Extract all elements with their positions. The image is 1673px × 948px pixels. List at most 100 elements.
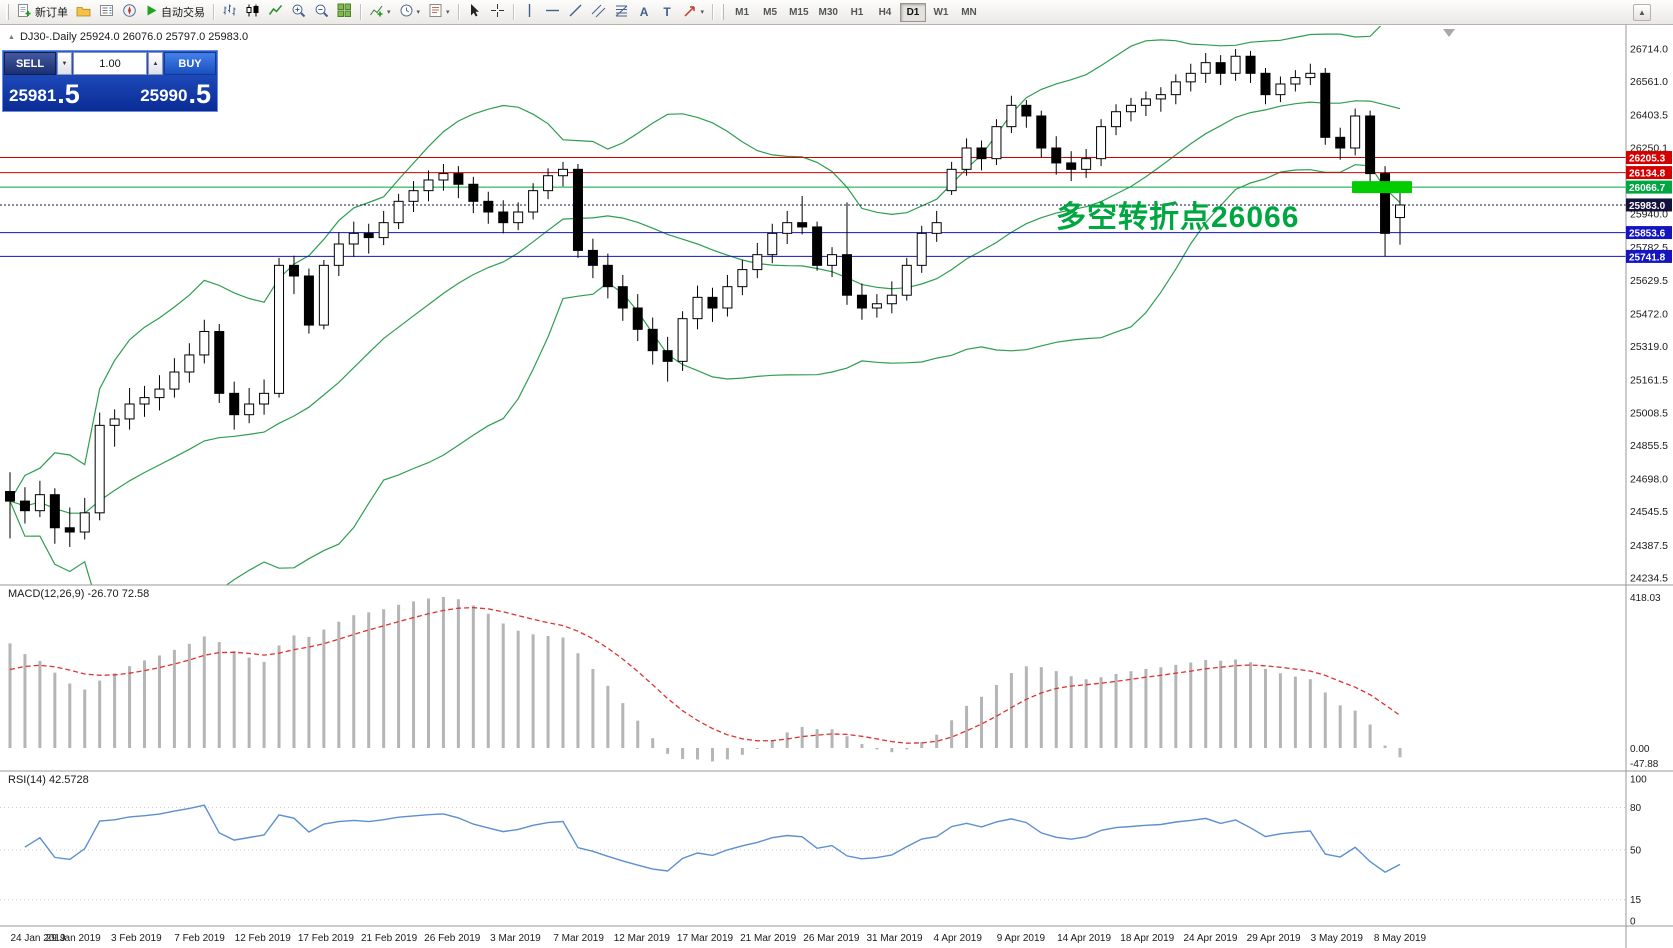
candle-chart-button[interactable] <box>241 2 264 23</box>
one-click-trading-panel: SELL ▼ 1.00 ▲ BUY 25981 .5 25990 .5 <box>2 50 218 112</box>
zoom-in-icon <box>291 3 306 21</box>
svg-text:24698.0: 24698.0 <box>1630 474 1668 486</box>
macd-panel: 418.03 0.00 -47.88 <box>8 593 1661 770</box>
date-axis-label: 21 Mar 2019 <box>740 933 797 944</box>
price-level-tag <box>1626 249 1672 263</box>
svg-text:0.00: 0.00 <box>1630 744 1650 755</box>
rsi-indicator-label: RSI(14) 42.5728 <box>8 774 89 786</box>
line-chart-button[interactable] <box>264 2 287 23</box>
text-tool-icon: A <box>639 5 649 19</box>
timeframe-h1-button[interactable]: H1 <box>844 3 870 22</box>
svg-text:25161.5: 25161.5 <box>1630 375 1668 387</box>
buy-button[interactable]: BUY <box>164 52 216 75</box>
periods-button[interactable]: ▾ <box>395 2 425 23</box>
timeframe-h4-button[interactable]: H4 <box>872 3 898 22</box>
autotrading-play-icon <box>145 4 158 20</box>
svg-text:26134.8: 26134.8 <box>1629 169 1666 180</box>
chevron-down-icon: ▾ <box>416 9 421 16</box>
templates-button[interactable]: ▾ <box>424 2 454 23</box>
price-level-tag <box>1626 198 1672 212</box>
toolbar-grip[interactable] <box>6 4 9 20</box>
rsi-line <box>24 804 1401 874</box>
date-axis-label: 14 Apr 2019 <box>1057 933 1111 944</box>
tile-windows-icon <box>337 3 352 21</box>
chevron-down-icon: ▾ <box>446 9 450 16</box>
macd-indicator-label: MACD(12,26,9) -26.70 72.58 <box>8 588 150 600</box>
sell-price-main: 25981 <box>9 86 57 106</box>
date-axis-label: 26 Mar 2019 <box>803 933 860 944</box>
price-axis[interactable]: 26714.026561.026403.526250.125940.025782… <box>1626 44 1672 585</box>
date-axis-label: 9 Apr 2019 <box>997 933 1046 944</box>
one-click-price-row: 25981 .5 25990 .5 <box>4 75 216 110</box>
svg-text:26066.7: 26066.7 <box>1629 183 1666 194</box>
bar-chart-button[interactable] <box>218 2 241 23</box>
channel-button[interactable] <box>587 2 610 23</box>
svg-text:50: 50 <box>1630 846 1642 857</box>
volume-input[interactable]: 1.00 <box>73 52 147 75</box>
zoom-out-button[interactable] <box>310 2 333 23</box>
svg-text:0: 0 <box>1630 917 1636 928</box>
timeframe-m30-button[interactable]: M30 <box>815 3 842 22</box>
cursor-arrow-icon <box>467 3 482 21</box>
panel-separators[interactable] <box>0 25 1673 948</box>
svg-text:26561.0: 26561.0 <box>1630 76 1668 88</box>
timeframe-w1-button[interactable]: W1 <box>928 3 954 22</box>
date-axis-label: 3 May 2019 <box>1311 933 1364 944</box>
trendline-button[interactable] <box>564 2 587 23</box>
crosshair-icon <box>490 3 505 21</box>
text-tool-button[interactable]: A <box>633 2 656 23</box>
svg-text:25853.6: 25853.6 <box>1629 229 1666 240</box>
chevron-down-icon: ▾ <box>700 9 705 16</box>
toolbar-scroll-button[interactable]: ▲ <box>1633 4 1651 21</box>
new-order-label: 新订单 <box>35 7 68 19</box>
new-order-button[interactable]: 新订单 <box>13 2 72 23</box>
zoom-in-button[interactable] <box>287 2 310 23</box>
vertical-line-icon <box>522 3 537 21</box>
indicators-button[interactable]: ▾ <box>365 2 395 23</box>
date-axis-label: 17 Mar 2019 <box>677 933 734 944</box>
volume-decrement-button[interactable]: ▼ <box>57 52 72 75</box>
indicators-icon <box>369 3 384 21</box>
cursor-button[interactable] <box>463 2 486 23</box>
date-axis-label: 24 Apr 2019 <box>1183 933 1237 944</box>
timeframe-m5-button[interactable]: M5 <box>757 3 783 22</box>
timeframe-m15-button[interactable]: M15 <box>785 3 812 22</box>
svg-text:26714.0: 26714.0 <box>1630 44 1668 56</box>
label-tool-button[interactable]: T <box>656 2 679 23</box>
navigator-button[interactable] <box>118 2 141 23</box>
shapes-button[interactable]: ▾ <box>679 2 709 23</box>
svg-text:24387.5: 24387.5 <box>1630 540 1668 552</box>
crosshair-button[interactable] <box>486 2 509 23</box>
horizontal-line-icon <box>545 3 560 21</box>
svg-text:24234.5: 24234.5 <box>1630 573 1668 585</box>
timeframe-m1-button[interactable]: M1 <box>729 3 755 22</box>
buy-price-fraction: .5 <box>188 79 211 109</box>
svg-text:25983.0: 25983.0 <box>1629 201 1666 212</box>
svg-text:15: 15 <box>1630 895 1642 906</box>
price-level-tag <box>1626 180 1672 194</box>
timeframe-d1-button[interactable]: D1 <box>899 2 926 22</box>
timeframe-mn-button[interactable]: MN <box>956 3 982 22</box>
new-order-icon <box>17 3 32 21</box>
chart-profiles-button[interactable] <box>72 2 95 23</box>
tile-windows-button[interactable] <box>333 2 356 23</box>
svg-text:25008.5: 25008.5 <box>1630 407 1668 419</box>
rsi-panel: 100 80 50 15 0 <box>0 775 1647 928</box>
autotrading-button[interactable]: 自动交易 <box>141 2 209 23</box>
horizontal-line-button[interactable] <box>541 2 564 23</box>
price-level-tag <box>1626 166 1672 180</box>
chart-shift-marker-icon[interactable] <box>1443 29 1455 37</box>
vertical-line-button[interactable] <box>518 2 541 23</box>
toolbar-grip[interactable] <box>721 4 725 20</box>
macd-signal-line <box>9 606 1401 744</box>
date-axis-label: 29 Jan 2019 <box>46 933 101 944</box>
volume-increment-button[interactable]: ▲ <box>148 52 163 75</box>
market-watch-button[interactable] <box>95 2 118 23</box>
fibonacci-button[interactable] <box>610 2 633 23</box>
sell-button[interactable]: SELL <box>4 52 56 75</box>
date-axis-label: 17 Feb 2019 <box>298 933 355 944</box>
toolbar-separator <box>360 4 361 20</box>
symbol-marker-icon: ▲ <box>8 33 15 41</box>
